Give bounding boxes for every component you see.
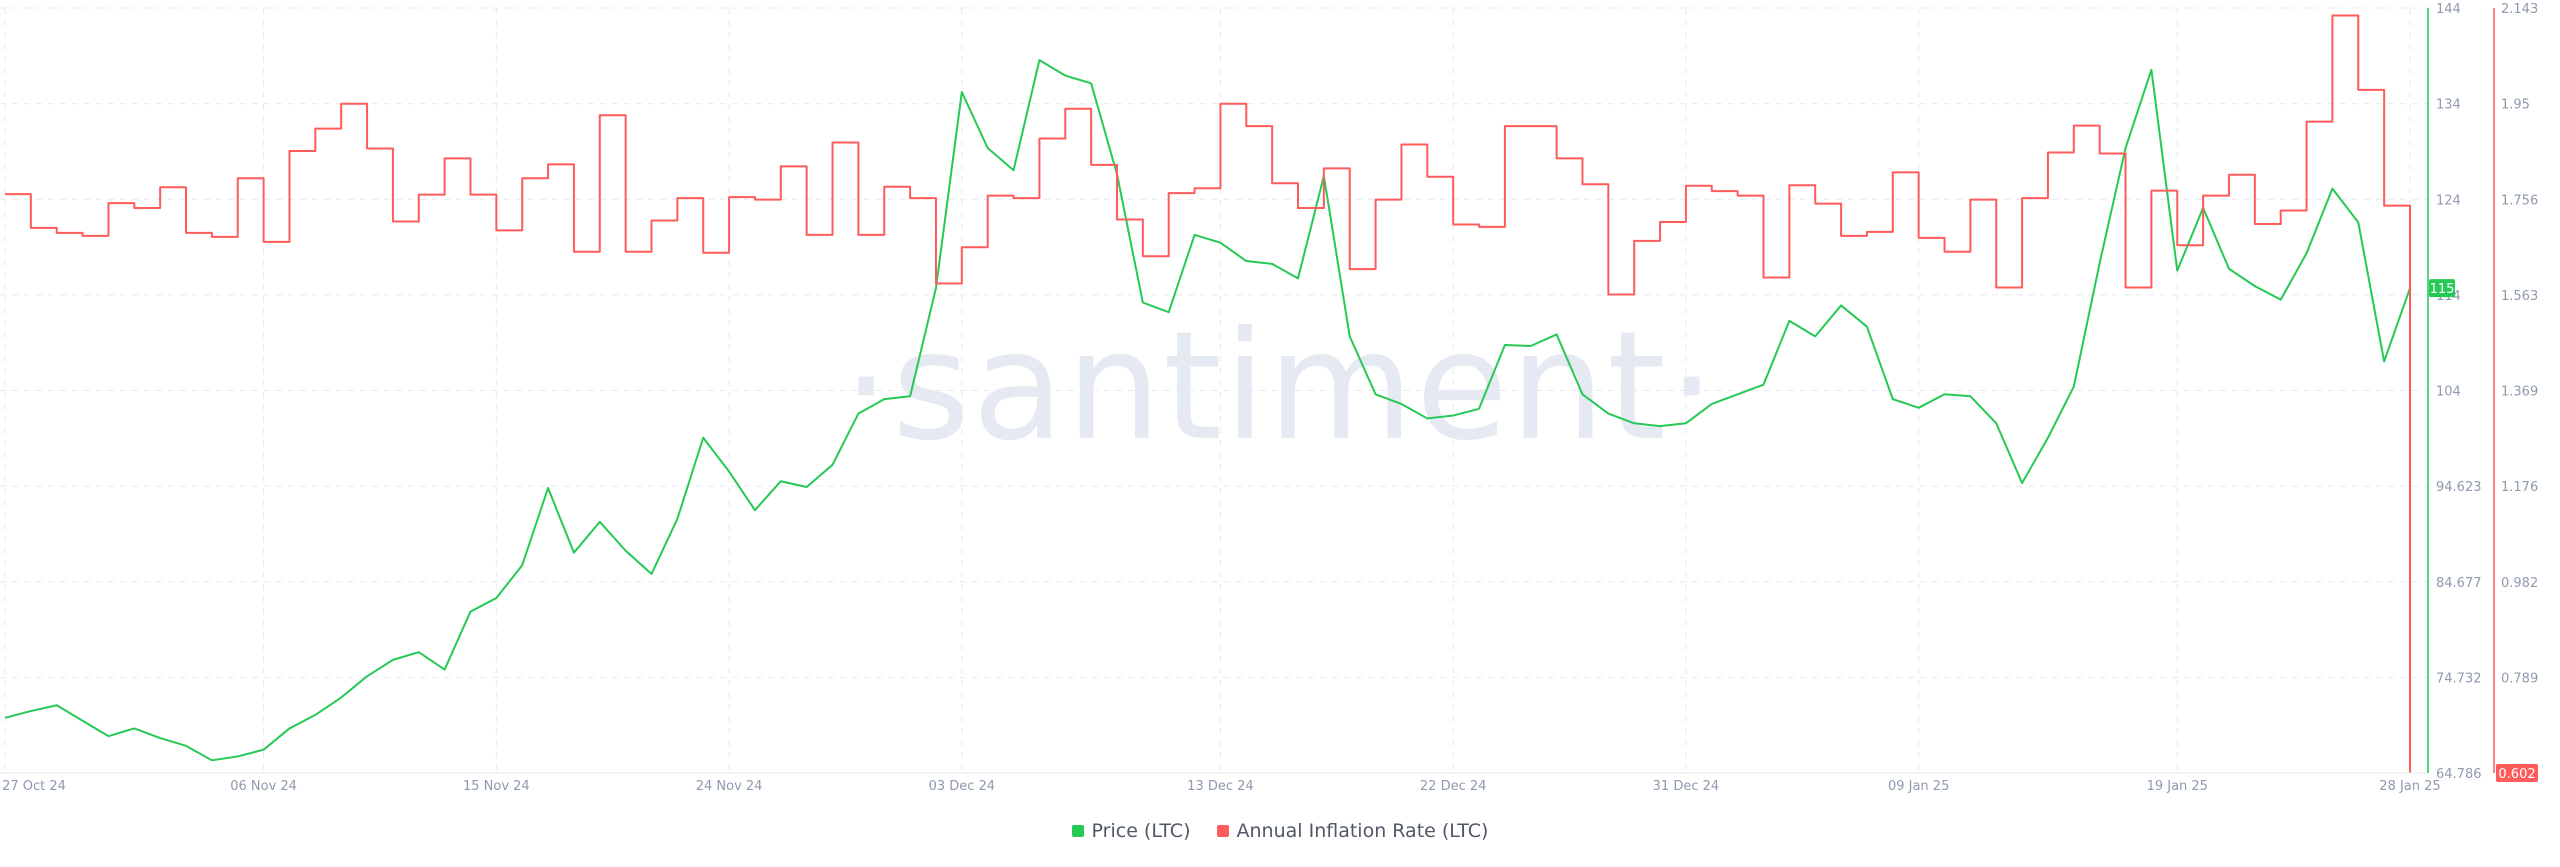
x-tick-label: 09 Jan 25 bbox=[1888, 779, 1949, 794]
inflation-current-value: 0.602 bbox=[2498, 767, 2535, 782]
inflation-current-badge bbox=[2496, 764, 2538, 782]
price-tick-label: 144 bbox=[2436, 2, 2461, 17]
price-tick-label: 84.677 bbox=[2436, 576, 2482, 591]
price-tick-label: 124 bbox=[2436, 193, 2461, 208]
inflation-tick-label: 1.369 bbox=[2501, 385, 2538, 400]
inflation-series-line bbox=[5, 14, 2411, 773]
x-tick-label: 27 Oct 24 bbox=[2, 779, 66, 794]
series-lines bbox=[4, 14, 2411, 773]
inflation-tick-label: 0.789 bbox=[2501, 671, 2538, 686]
price-tick-label: 134 bbox=[2436, 98, 2461, 113]
price-tick-label: 74.732 bbox=[2436, 671, 2482, 686]
x-tick-label: 15 Nov 24 bbox=[463, 779, 530, 794]
x-tick-label: 06 Nov 24 bbox=[230, 779, 297, 794]
santiment-watermark: ·santiment· bbox=[842, 300, 1718, 474]
legend-label-price: Price (LTC) bbox=[1091, 820, 1191, 842]
x-tick-label: 31 Dec 24 bbox=[1653, 779, 1720, 794]
legend-swatch-price bbox=[1071, 825, 1084, 837]
x-tick-label: 03 Dec 24 bbox=[929, 779, 996, 794]
price-current-badge bbox=[2429, 279, 2455, 298]
price-tick-label: 94.623 bbox=[2436, 480, 2482, 495]
axes: 27 Oct 24 06 Nov 24 15 Nov 24 24 Nov 24 03 D… bbox=[0, 2, 2538, 794]
inflation-tick-label: 1.176 bbox=[2501, 480, 2538, 495]
x-tick-label: 28 Jan 25 bbox=[2379, 779, 2440, 794]
price-tick-label: 64.786 bbox=[2436, 767, 2482, 782]
inflation-tick-label: 1.563 bbox=[2501, 289, 2538, 304]
inflation-tick-label: 0.982 bbox=[2501, 576, 2538, 591]
x-tick-label: 22 Dec 24 bbox=[1420, 779, 1487, 794]
legend-label-inflation: Annual Inflation Rate (LTC) bbox=[1236, 820, 1489, 842]
price-current-value: 115 bbox=[2430, 282, 2455, 297]
x-tick-label: 24 Nov 24 bbox=[696, 779, 763, 794]
x-tick-label: 13 Dec 24 bbox=[1187, 779, 1254, 794]
legend-item-inflation[interactable]: Annual Inflation Rate (LTC) bbox=[1216, 820, 1489, 842]
inflation-tick-label: 1.95 bbox=[2501, 98, 2530, 113]
chart-legend: Price (LTC) Annual Inflation Rate (LTC) bbox=[0, 820, 2560, 842]
price-series-line bbox=[4, 59, 2411, 762]
inflation-tick-label: 2.143 bbox=[2501, 2, 2538, 17]
inflation-tick-label: 1.756 bbox=[2501, 193, 2538, 208]
grid-lines bbox=[0, 7, 2428, 774]
legend-swatch-inflation bbox=[1216, 825, 1229, 837]
legend-item-price[interactable]: Price (LTC) bbox=[1071, 820, 1191, 842]
price-tick-label: 104 bbox=[2436, 385, 2461, 400]
x-tick-label: 19 Jan 25 bbox=[2147, 779, 2208, 794]
